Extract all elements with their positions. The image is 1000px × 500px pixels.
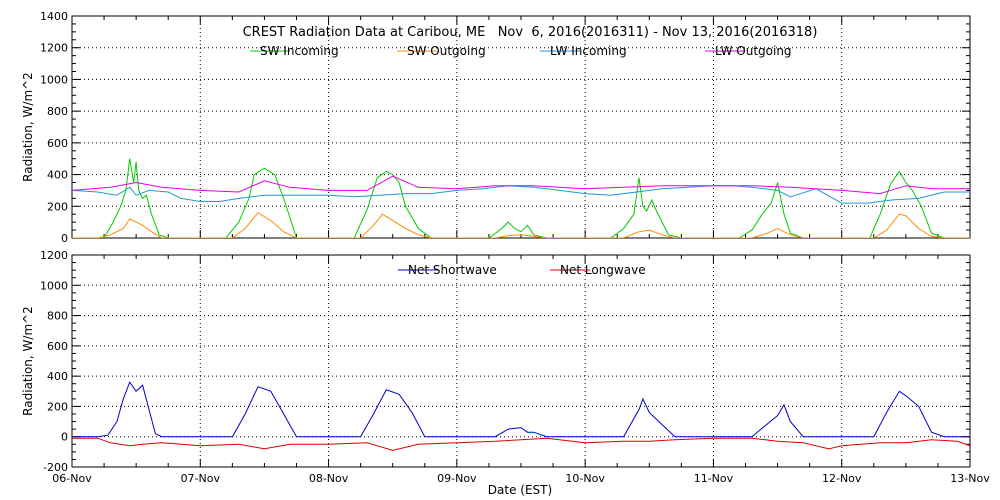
- y-tick-label: 800: [47, 310, 68, 323]
- x-tick-label: 13-Nov: [950, 472, 990, 485]
- y-tick-label: 400: [47, 370, 68, 383]
- series-line-net-longwave: [72, 437, 970, 451]
- x-axis-title: Date (EST): [488, 483, 552, 497]
- y-tick-label: 200: [47, 200, 68, 213]
- y-tick-label: 1000: [40, 73, 68, 86]
- x-tick-label: 08-Nov: [309, 472, 349, 485]
- series-line-lw-outgoing: [72, 175, 970, 195]
- legend-label: SW Incoming: [260, 44, 339, 58]
- legend-label: Net Shortwave: [408, 263, 497, 277]
- top-panel: 0 200 400 600 800 1000 1200 1400 Radiation, W/m^…: [21, 10, 971, 245]
- y-tick-label: 1200: [40, 42, 68, 55]
- x-tick-label: 11-Nov: [694, 472, 734, 485]
- y-axis-title: Radiation, W/m^2: [21, 72, 35, 182]
- legend-label: SW Outgoing: [407, 44, 486, 58]
- bottom-panel: 06-Nov 07-Nov 08-Nov 09-Nov 10-Nov 11-Nov 12-N…: [21, 249, 990, 485]
- y-tick-label: -200: [43, 461, 68, 474]
- series-line-sw-incoming: [72, 158, 970, 238]
- x-tick-label: 06-Nov: [52, 472, 92, 485]
- y-tick-label: 800: [47, 105, 68, 118]
- y-tick-label: 400: [47, 169, 68, 182]
- y-tick-label: 600: [47, 340, 68, 353]
- legend-label: Net Longwave: [560, 263, 646, 277]
- y-tick-label: 1000: [40, 279, 68, 292]
- y-tick-label: 600: [47, 137, 68, 150]
- x-tick-label: 10-Nov: [565, 472, 605, 485]
- legend-label: LW Outgoing: [715, 44, 792, 58]
- chart-title: CREST Radiation Data at Caribou, ME Nov …: [243, 25, 818, 40]
- series-line-net-shortwave: [72, 381, 970, 438]
- y-axis-title: Radiation, W/m^2: [21, 306, 35, 416]
- y-tick-label: 0: [61, 431, 68, 444]
- y-tick-label: 200: [47, 400, 68, 413]
- x-tick-label: 12-Nov: [822, 472, 862, 485]
- y-tick-label: 1200: [40, 249, 68, 262]
- series-line-lw-incoming: [72, 185, 970, 204]
- x-tick-label: 09-Nov: [437, 472, 477, 485]
- x-tick-label: 07-Nov: [181, 472, 221, 485]
- legend-label: LW Incoming: [550, 44, 627, 58]
- y-tick-label: 1400: [40, 10, 68, 23]
- y-tick-label: 0: [61, 232, 68, 245]
